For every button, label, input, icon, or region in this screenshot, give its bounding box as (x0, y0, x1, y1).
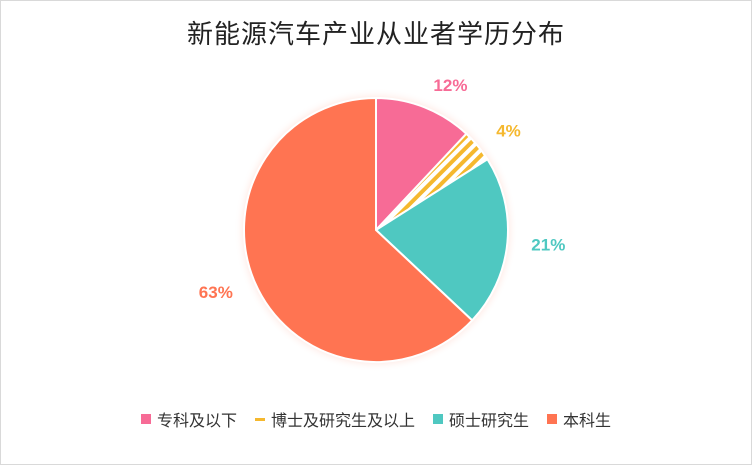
pie-slice-3 (374, 157, 509, 322)
legend-label: 硕士研究生 (449, 411, 530, 430)
legend: 专科及以下 博士及研究生及以上 硕士研究生 本科生 (0, 407, 752, 431)
legend-label: 专科及以下 (156, 411, 237, 430)
legend-item-4: 本科生 (547, 407, 611, 431)
legend-swatch (547, 414, 558, 424)
legend-label: 本科生 (563, 411, 612, 430)
legend-swatch (140, 414, 151, 424)
pie-slice-4 (243, 96, 474, 363)
data-label-3: 21% (531, 236, 565, 255)
data-label-2: 4% (496, 122, 521, 141)
pie-slice-1 (375, 96, 468, 233)
data-label-1: 12% (433, 76, 467, 95)
chart-title: 新能源汽车产业从业者学历分布 (186, 20, 565, 50)
legend-item-2: 博士及研究生及以上 (254, 407, 415, 431)
legend-item-3: 硕士研究生 (433, 407, 529, 431)
legend-swatch (254, 417, 265, 421)
legend-label: 博士及研究生及以上 (270, 411, 415, 430)
legend-swatch (433, 414, 443, 424)
data-label-4: 63% (199, 283, 233, 302)
legend-item-1: 专科及以下 (140, 407, 237, 431)
